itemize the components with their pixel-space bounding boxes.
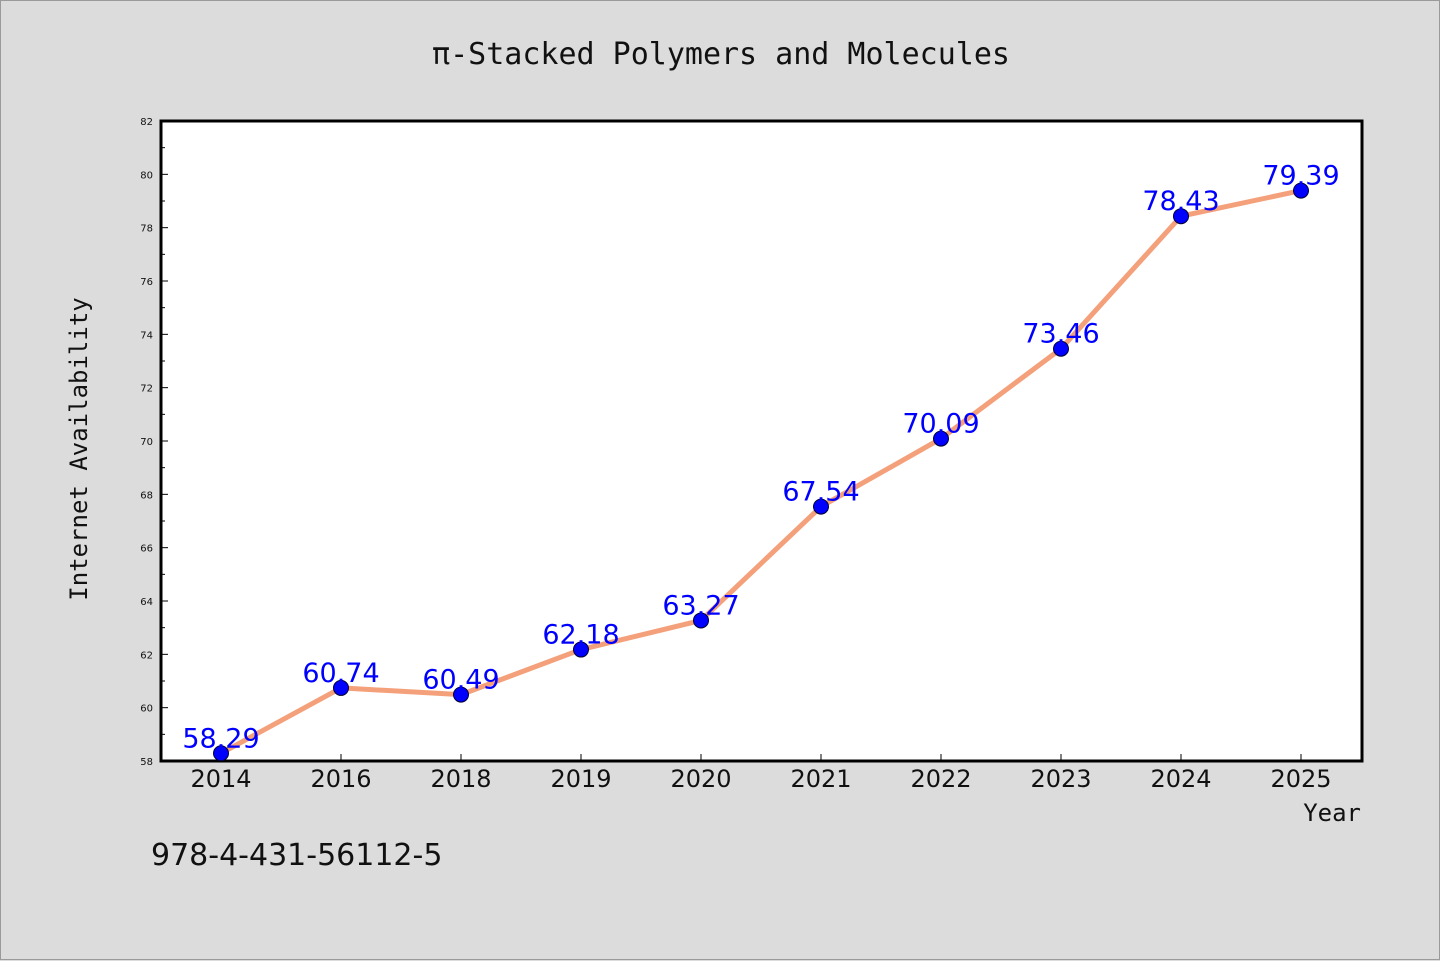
data-label: 78.43 (1142, 186, 1219, 217)
data-label: 73.46 (1022, 319, 1099, 350)
x-tick-label: 2025 (1270, 765, 1331, 793)
y-tick-label: 58 (140, 757, 153, 768)
data-label: 58.29 (182, 723, 259, 754)
plot-area (159, 119, 1364, 763)
data-label: 79.39 (1262, 161, 1339, 192)
x-tick-label: 2024 (1150, 765, 1211, 793)
y-tick-label: 72 (140, 384, 153, 395)
y-tick-label: 74 (140, 330, 153, 341)
data-point (1293, 182, 1309, 199)
isbn-footer: 978-4-431-56112-5 (151, 838, 442, 873)
data-label: 62.18 (542, 620, 619, 651)
y-tick-label: 78 (140, 224, 153, 235)
chart-title: π-Stacked Polymers and Molecules (432, 37, 1010, 72)
data-label: 60.74 (302, 658, 379, 689)
data-point (933, 430, 949, 447)
data-point (453, 686, 469, 703)
y-tick-label: 82 (140, 117, 153, 128)
x-tick-label: 2018 (430, 765, 491, 793)
x-tick-label: 2020 (670, 765, 731, 793)
x-tick-label: 2019 (550, 765, 611, 793)
data-point (573, 641, 589, 658)
data-label: 67.54 (782, 477, 859, 508)
y-tick-label: 64 (140, 597, 153, 608)
data-point (813, 498, 829, 515)
x-tick-label: 2021 (790, 765, 851, 793)
data-point (693, 612, 709, 629)
data-label: 60.49 (422, 665, 499, 696)
y-tick-label: 80 (140, 170, 153, 181)
y-axis: 58 60 62 64 66 68 70 72 74 76 78 80 82 (140, 117, 168, 768)
x-tick-label: 2022 (910, 765, 971, 793)
y-tick-label: 70 (140, 437, 153, 448)
x-tick-label: 2014 (190, 765, 251, 793)
x-tick-label: 2016 (310, 765, 371, 793)
data-point (213, 745, 229, 762)
data-label: 70.09 (902, 409, 979, 440)
data-point (1173, 208, 1189, 225)
y-tick-label: 66 (140, 544, 153, 555)
data-point (333, 679, 349, 696)
data-label: 63.27 (662, 590, 739, 621)
y-tick-label: 76 (140, 277, 153, 288)
series-internet-availability: 58.29 60.74 60.49 62.18 63.27 67.54 70.09 73.46… (182, 161, 1340, 762)
x-tick-label: 2023 (1030, 765, 1091, 793)
x-axis-title: Year (1303, 799, 1361, 827)
series-line (218, 188, 1304, 756)
y-tick-label: 62 (140, 650, 153, 661)
y-axis-title: Internet Availability (65, 297, 93, 600)
y-tick-label: 68 (140, 490, 153, 501)
x-axis: 2014 2016 2018 2019 2020 2021 2022 2023 2024 2025 (190, 754, 1332, 793)
y-tick-label: 60 (140, 704, 153, 715)
data-point (1053, 340, 1069, 357)
